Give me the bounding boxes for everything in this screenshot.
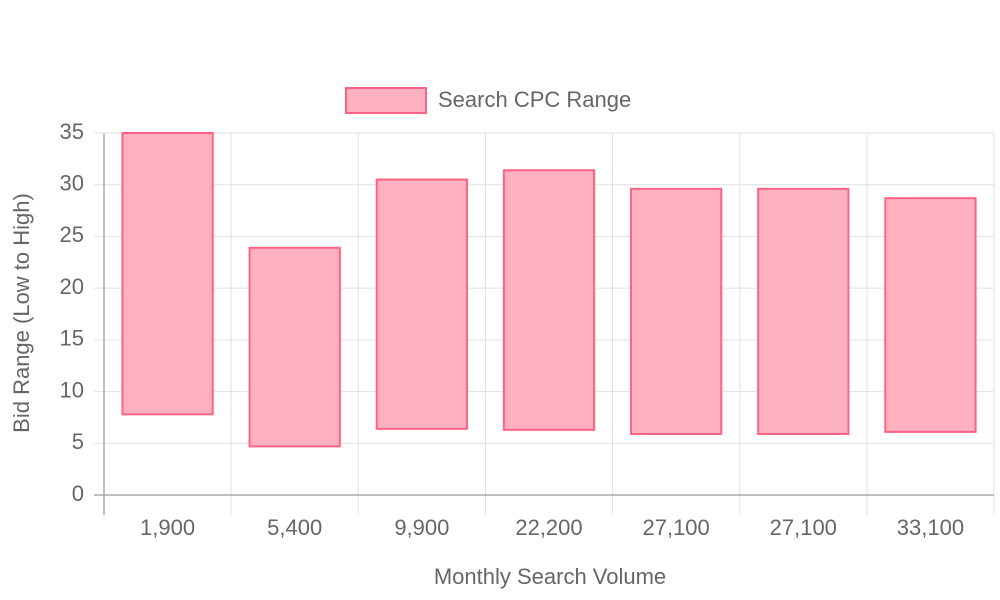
y-tick-label: 20 bbox=[60, 274, 84, 299]
x-axis-label: Monthly Search Volume bbox=[434, 564, 666, 589]
y-tick-label: 25 bbox=[60, 222, 84, 247]
legend-label: Search CPC Range bbox=[438, 87, 631, 112]
bar bbox=[248, 246, 341, 448]
bar bbox=[757, 187, 850, 435]
bar bbox=[375, 178, 468, 430]
y-tick-label: 0 bbox=[72, 481, 84, 506]
y-axis-label: Bid Range (Low to High) bbox=[9, 193, 34, 433]
x-tick-label: 27,100 bbox=[770, 515, 837, 540]
x-tick-label: 1,900 bbox=[140, 515, 195, 540]
x-tick-label: 5,400 bbox=[267, 515, 322, 540]
bar bbox=[630, 187, 723, 435]
x-tick-label: 9,900 bbox=[394, 515, 449, 540]
x-tick-label: 22,200 bbox=[515, 515, 582, 540]
x-tick-label: 27,100 bbox=[642, 515, 709, 540]
y-tick-label: 10 bbox=[60, 377, 84, 402]
x-tick-label: 33,100 bbox=[897, 515, 964, 540]
y-tick-label: 15 bbox=[60, 326, 84, 351]
legend-swatch bbox=[345, 87, 427, 114]
bar bbox=[884, 197, 977, 433]
bar bbox=[121, 132, 214, 416]
y-tick-label: 35 bbox=[60, 119, 84, 144]
y-tick-label: 30 bbox=[60, 171, 84, 196]
y-tick-label: 5 bbox=[72, 429, 84, 454]
bar bbox=[502, 169, 596, 431]
